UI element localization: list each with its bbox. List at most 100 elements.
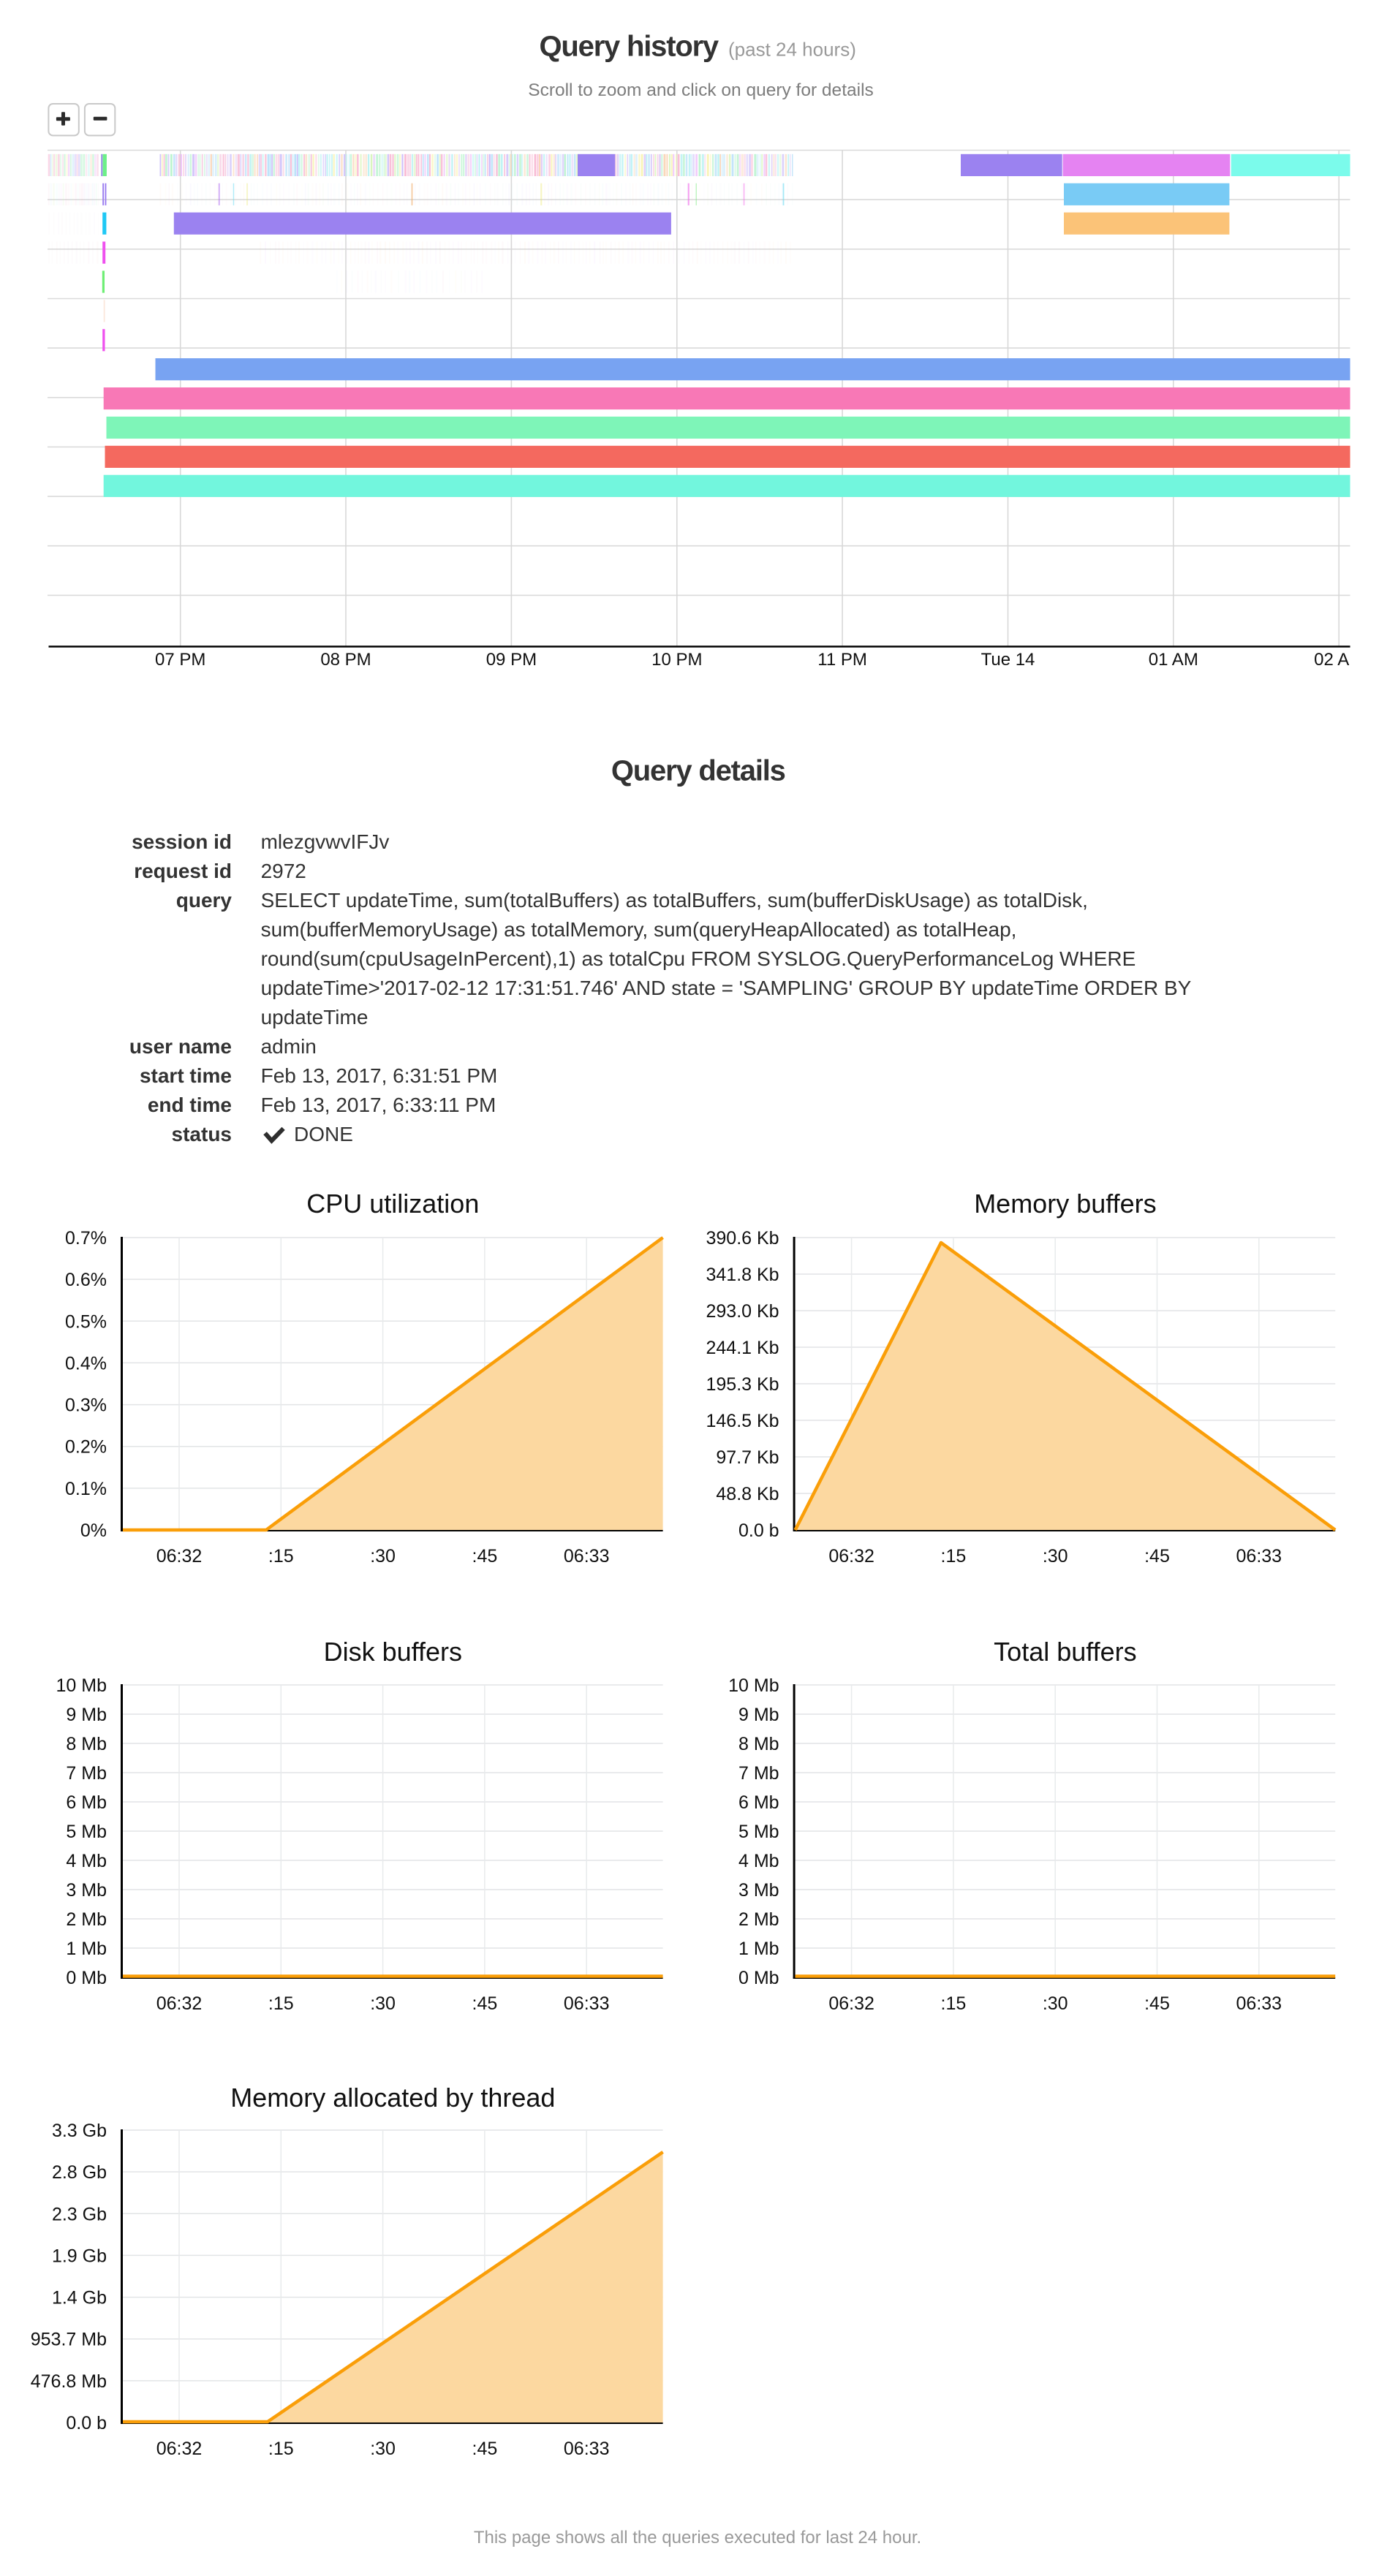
- svg-text::15: :15: [268, 2439, 294, 2459]
- svg-text:Tue 14: Tue 14: [981, 650, 1035, 670]
- svg-text::30: :30: [1043, 1546, 1068, 1567]
- svg-text:5 Mb: 5 Mb: [738, 1822, 779, 1842]
- svg-text::45: :45: [472, 1546, 498, 1567]
- svg-text:6 Mb: 6 Mb: [66, 1792, 107, 1813]
- svg-text:8 Mb: 8 Mb: [66, 1734, 107, 1754]
- svg-text:244.1 Kb: 244.1 Kb: [706, 1338, 779, 1358]
- svg-text:06:32: 06:32: [156, 2439, 203, 2459]
- svg-text:Scroll to zoom and click on qu: Scroll to zoom and click on query for de…: [528, 80, 874, 100]
- svg-text:DONE: DONE: [294, 1123, 353, 1145]
- svg-text:97.7 Kb: 97.7 Kb: [716, 1447, 779, 1468]
- svg-text:06:33: 06:33: [564, 1546, 610, 1567]
- svg-text:390.6 Kb: 390.6 Kb: [706, 1228, 779, 1249]
- svg-text:user name: user name: [129, 1035, 232, 1058]
- svg-text:195.3 Kb: 195.3 Kb: [706, 1374, 779, 1395]
- svg-text:Query history: Query history: [540, 30, 719, 62]
- svg-text:0.4%: 0.4%: [65, 1353, 107, 1374]
- svg-text:06:33: 06:33: [1236, 1546, 1282, 1567]
- svg-text:This page shows all the querie: This page shows all the queries executed…: [474, 2528, 921, 2547]
- svg-text:0 Mb: 0 Mb: [66, 1968, 107, 1988]
- svg-text:0.3%: 0.3%: [65, 1395, 107, 1416]
- svg-text:0%: 0%: [80, 1520, 107, 1541]
- svg-text:10 Mb: 10 Mb: [728, 1675, 779, 1696]
- svg-text::45: :45: [472, 1993, 498, 2014]
- svg-text:01 AM: 01 AM: [1149, 650, 1198, 670]
- svg-text:admin: admin: [261, 1035, 317, 1058]
- svg-text:6 Mb: 6 Mb: [738, 1792, 779, 1813]
- svg-text::15: :15: [941, 1993, 967, 2014]
- svg-text:CPU utilization: CPU utilization: [306, 1189, 479, 1219]
- svg-text:06:33: 06:33: [1236, 1993, 1282, 2014]
- svg-text:146.5 Kb: 146.5 Kb: [706, 1411, 779, 1431]
- svg-text::30: :30: [370, 1546, 396, 1567]
- svg-text:Query details: Query details: [611, 755, 785, 787]
- svg-text:0.2%: 0.2%: [65, 1437, 107, 1458]
- svg-text:3 Mb: 3 Mb: [66, 1880, 107, 1901]
- svg-text:11 PM: 11 PM: [817, 650, 867, 670]
- svg-text:4 Mb: 4 Mb: [66, 1851, 107, 1871]
- svg-text:Disk buffers: Disk buffers: [324, 1637, 462, 1667]
- svg-text:7 Mb: 7 Mb: [66, 1763, 107, 1784]
- svg-text:09 PM: 09 PM: [486, 650, 537, 670]
- svg-text:7 Mb: 7 Mb: [738, 1763, 779, 1784]
- svg-text:updateTime>'2017-02-12 17:31:5: updateTime>'2017-02-12 17:31:51.746' AND…: [261, 977, 1192, 999]
- svg-text::30: :30: [1043, 1993, 1068, 2014]
- svg-text:06:32: 06:32: [156, 1993, 203, 2014]
- svg-text:0.0 b: 0.0 b: [66, 2413, 107, 2433]
- svg-text::15: :15: [941, 1546, 967, 1567]
- svg-text:476.8 Mb: 476.8 Mb: [31, 2371, 107, 2392]
- svg-text::15: :15: [268, 1546, 294, 1567]
- svg-text:341.8 Kb: 341.8 Kb: [706, 1265, 779, 1285]
- svg-text:2.8 Gb: 2.8 Gb: [52, 2162, 107, 2183]
- svg-text:mlezgvwvIFJv: mlezgvwvIFJv: [261, 830, 390, 853]
- svg-text::45: :45: [472, 2439, 498, 2459]
- svg-text:0.7%: 0.7%: [65, 1228, 107, 1249]
- svg-text:query: query: [176, 889, 233, 912]
- svg-text:1.4 Gb: 1.4 Gb: [52, 2288, 107, 2308]
- svg-text:sum(bufferMemoryUsage) as tota: sum(bufferMemoryUsage) as totalMemory, s…: [261, 918, 1017, 941]
- svg-text:round(sum(cpuUsageInPercent),1: round(sum(cpuUsageInPercent),1) as total…: [261, 947, 1136, 970]
- svg-text:Feb 13, 2017, 6:31:51 PM: Feb 13, 2017, 6:31:51 PM: [261, 1064, 498, 1087]
- svg-text:07 PM: 07 PM: [155, 650, 205, 670]
- svg-text::30: :30: [370, 2439, 396, 2459]
- svg-text:0 Mb: 0 Mb: [738, 1968, 779, 1988]
- svg-text:2 Mb: 2 Mb: [738, 1909, 779, 1930]
- svg-text:9 Mb: 9 Mb: [738, 1705, 779, 1725]
- svg-text:06:32: 06:32: [156, 1546, 203, 1567]
- svg-text:updateTime: updateTime: [261, 1006, 369, 1028]
- svg-text::15: :15: [268, 1993, 294, 2014]
- svg-text:1.9 Gb: 1.9 Gb: [52, 2246, 107, 2266]
- svg-text:2.3 Gb: 2.3 Gb: [52, 2204, 107, 2224]
- svg-text:Memory buffers: Memory buffers: [974, 1189, 1156, 1219]
- svg-text:10 PM: 10 PM: [651, 650, 702, 670]
- svg-text:3 Mb: 3 Mb: [738, 1880, 779, 1901]
- svg-text:48.8 Kb: 48.8 Kb: [716, 1484, 779, 1504]
- svg-text:start time: start time: [140, 1064, 232, 1087]
- svg-text:06:33: 06:33: [564, 1993, 610, 2014]
- svg-text:SELECT updateTime, sum(totalBu: SELECT updateTime, sum(totalBuffers) as …: [261, 889, 1088, 912]
- svg-text:session id: session id: [132, 830, 232, 853]
- svg-text:0.5%: 0.5%: [65, 1311, 107, 1332]
- svg-text:(past 24 hours): (past 24 hours): [728, 38, 856, 60]
- svg-text:08 PM: 08 PM: [320, 650, 371, 670]
- svg-text:1 Mb: 1 Mb: [66, 1939, 107, 1959]
- svg-text:06:32: 06:32: [828, 1993, 874, 2014]
- svg-text:8 Mb: 8 Mb: [738, 1734, 779, 1754]
- svg-text:2 Mb: 2 Mb: [66, 1909, 107, 1930]
- svg-text:953.7 Mb: 953.7 Mb: [31, 2330, 107, 2350]
- svg-text::45: :45: [1144, 1546, 1170, 1567]
- svg-text:06:33: 06:33: [564, 2439, 610, 2459]
- svg-text:Total buffers: Total buffers: [994, 1637, 1136, 1667]
- svg-text:02 AM: 02 AM: [1314, 650, 1364, 670]
- svg-text:end time: end time: [148, 1094, 232, 1116]
- svg-text:0.1%: 0.1%: [65, 1479, 107, 1499]
- svg-text::30: :30: [370, 1993, 396, 2014]
- svg-text:Feb 13, 2017, 6:33:11 PM: Feb 13, 2017, 6:33:11 PM: [261, 1094, 496, 1116]
- svg-text:06:32: 06:32: [828, 1546, 874, 1567]
- svg-text:4 Mb: 4 Mb: [738, 1851, 779, 1871]
- svg-text:0.6%: 0.6%: [65, 1270, 107, 1290]
- svg-text:request id: request id: [134, 860, 232, 882]
- svg-text:3.3 Gb: 3.3 Gb: [52, 2121, 107, 2141]
- svg-text:9 Mb: 9 Mb: [66, 1705, 107, 1725]
- svg-text:5 Mb: 5 Mb: [66, 1822, 107, 1842]
